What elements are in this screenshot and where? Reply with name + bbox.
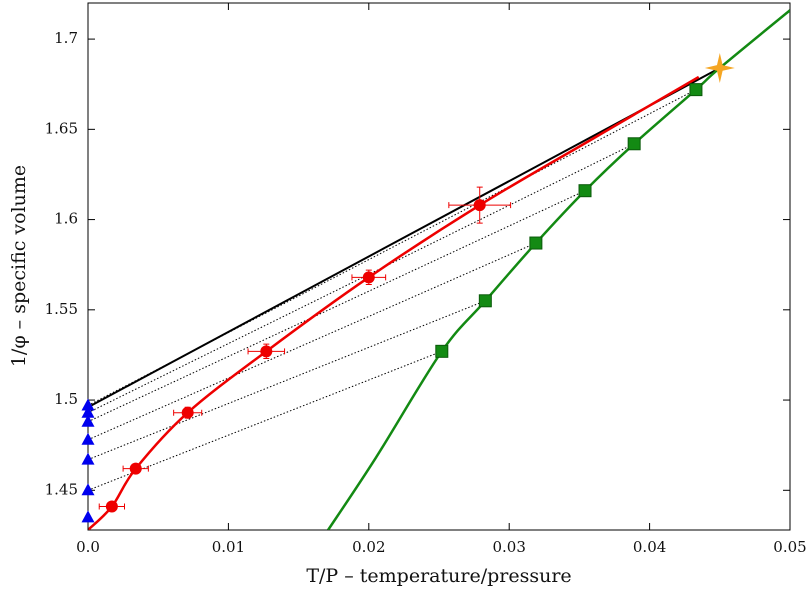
point (181, 406, 194, 419)
point (689, 83, 703, 97)
x-tick-label: 0.02 (352, 538, 385, 556)
y-tick-label: 1.55 (45, 300, 78, 318)
point (478, 294, 492, 308)
tie-line (88, 300, 486, 461)
point (81, 414, 95, 427)
point (81, 398, 95, 411)
x-tick-label: 0.01 (212, 538, 245, 556)
point (704, 52, 735, 83)
point (362, 271, 375, 284)
point (260, 345, 273, 358)
x-axis-title: T/P – temperature/pressure (306, 565, 571, 587)
line (88, 67, 721, 409)
point (473, 199, 486, 212)
point (529, 236, 543, 250)
y-tick-label: 1.65 (45, 119, 78, 137)
point (81, 510, 95, 523)
point (105, 500, 118, 513)
y-tick-label: 1.45 (45, 480, 78, 498)
curve (327, 9, 790, 530)
point (129, 462, 142, 475)
point (81, 483, 95, 496)
plot-frame (87, 2, 791, 531)
point (435, 344, 449, 358)
y-axis-title: 1/φ – specific volume (8, 165, 30, 367)
point (81, 452, 95, 465)
point (81, 432, 95, 445)
curve (88, 75, 700, 530)
tie-line (88, 89, 697, 406)
tie-line (88, 143, 635, 414)
x-tick-label: 0.03 (492, 538, 525, 556)
point (81, 405, 95, 418)
y-tick-label: 1.7 (54, 29, 78, 47)
y-tick-label: 1.5 (54, 390, 78, 408)
plot-area (88, 9, 790, 530)
tie-line (88, 350, 442, 491)
tie-line (88, 242, 537, 441)
x-tick-label: 0.05 (773, 538, 806, 556)
point (627, 137, 641, 151)
x-tick-label: 0.04 (633, 538, 666, 556)
x-tick-label: 0.0 (76, 538, 100, 556)
tie-line (88, 190, 586, 423)
point (578, 184, 592, 198)
y-tick-label: 1.6 (54, 210, 78, 228)
